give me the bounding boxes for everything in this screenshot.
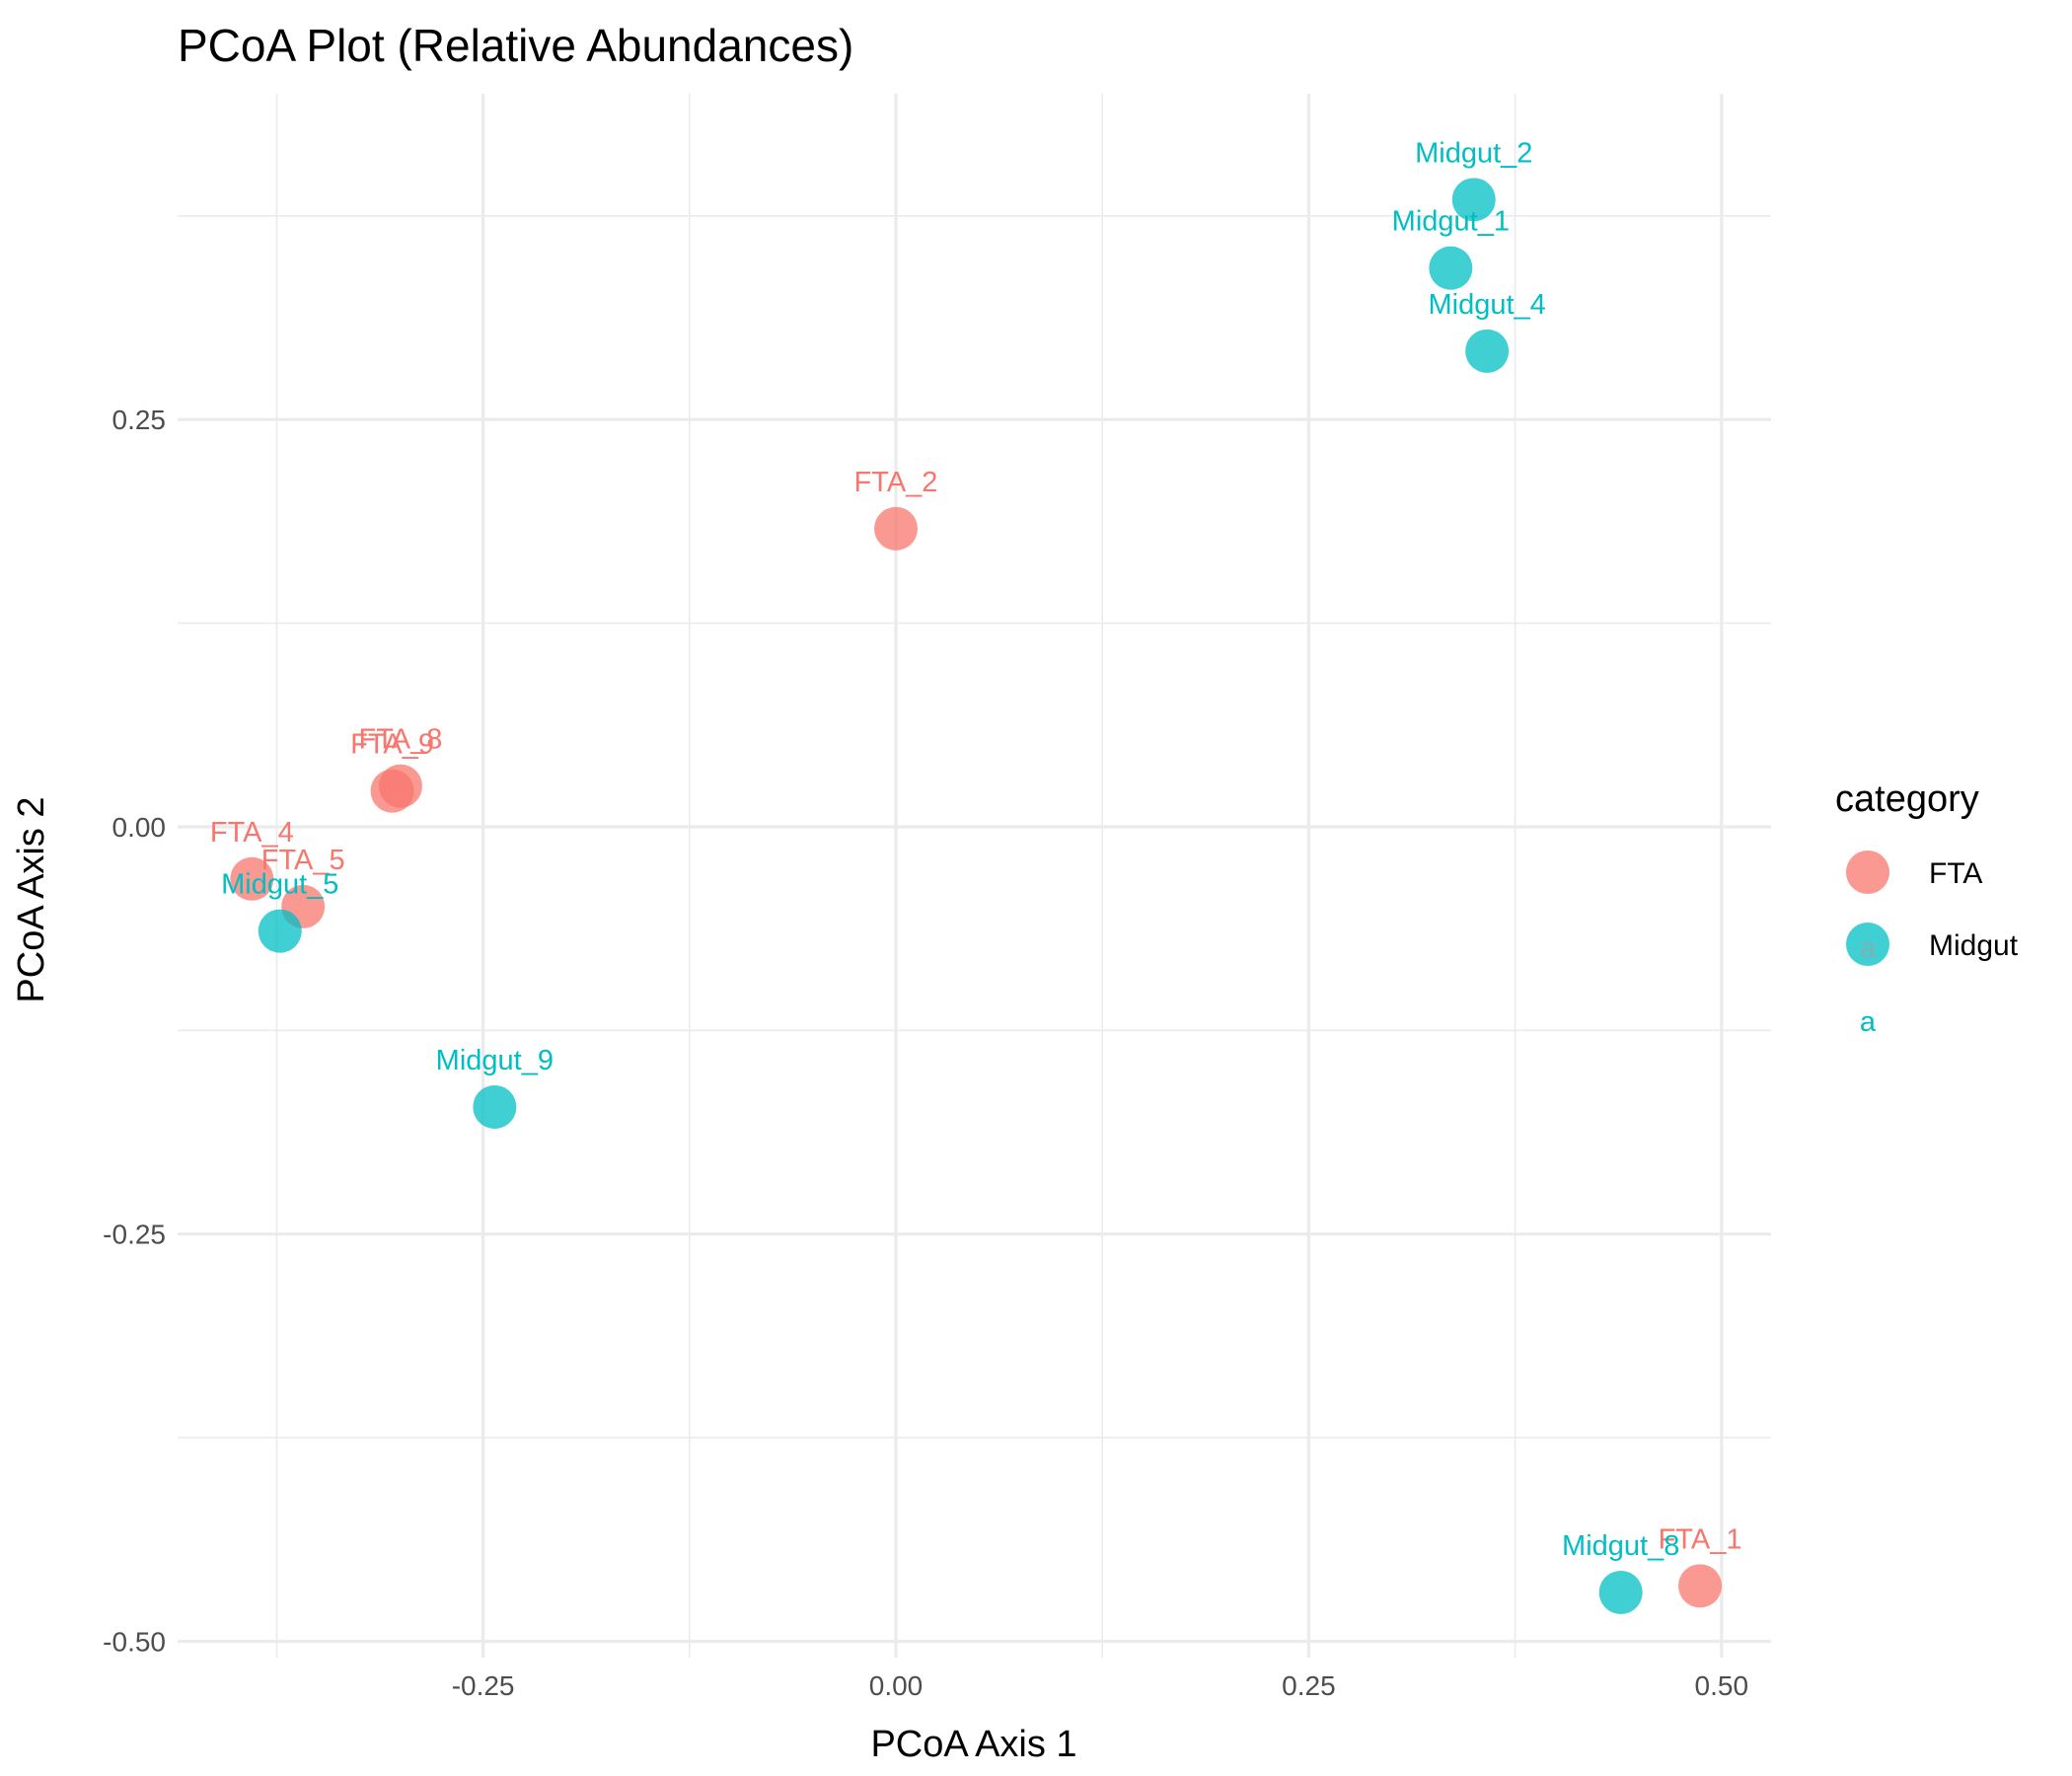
point-label: FTA_5 [261,845,345,876]
point-label: FTA_9 [350,729,434,761]
data-point [258,909,302,953]
data-point [1678,1564,1723,1608]
chart-title: PCoA Plot (Relative Abundances) [178,20,853,71]
y-tick-label: -0.50 [103,1626,166,1657]
legend-text-glyph: a [1860,932,1877,964]
x-tick-label: -0.25 [452,1670,515,1701]
x-tick-label: 0.25 [1282,1670,1336,1701]
point-label: Midgut_8 [1562,1530,1679,1562]
point-label: Midgut_1 [1392,206,1510,238]
tick-labels: -0.25 0.00 0.25 0.50 -0.50 -0.25 0.00 0.25 [103,405,1748,1701]
data-point [1465,329,1510,373]
point-label: Midgut_2 [1415,137,1532,169]
grid-lines [178,94,1771,1658]
y-tick-label: -0.25 [103,1220,166,1250]
point-label: FTA_4 [210,817,294,849]
x-tick-label: 0.00 [869,1670,924,1701]
y-tick-label: 0.00 [112,812,167,843]
legend-title: category [1835,778,1979,820]
data-point [1451,178,1496,222]
legend-key [1846,851,1889,894]
y-tick-label: 0.25 [112,405,167,435]
data-point [1429,246,1473,290]
y-axis-title: PCoA Axis 2 [11,796,52,1002]
data-point [230,856,274,901]
point-label: FTA_1 [1659,1523,1742,1555]
data-point [1598,1570,1643,1614]
legend-label: FTA [1929,857,1982,890]
x-tick-label: 0.50 [1695,1670,1749,1701]
point-label: Midgut_9 [436,1045,554,1076]
data-point [473,1084,517,1129]
legend-key [1846,923,1889,966]
data-point [874,506,919,551]
point-label: Midgut_5 [221,869,338,901]
point-label: FTA_2 [854,467,938,498]
legend-text-glyph: a [1860,1006,1877,1038]
data-points [230,178,1723,1614]
point-label: Midgut_4 [1428,289,1545,321]
legend-label: Midgut [1929,929,2019,962]
x-axis-title: PCoA Axis 1 [870,1724,1076,1765]
legend: category FTA Midgut a a [1835,778,2019,1038]
data-point [370,769,414,813]
point-label: FTA_8 [358,724,442,756]
